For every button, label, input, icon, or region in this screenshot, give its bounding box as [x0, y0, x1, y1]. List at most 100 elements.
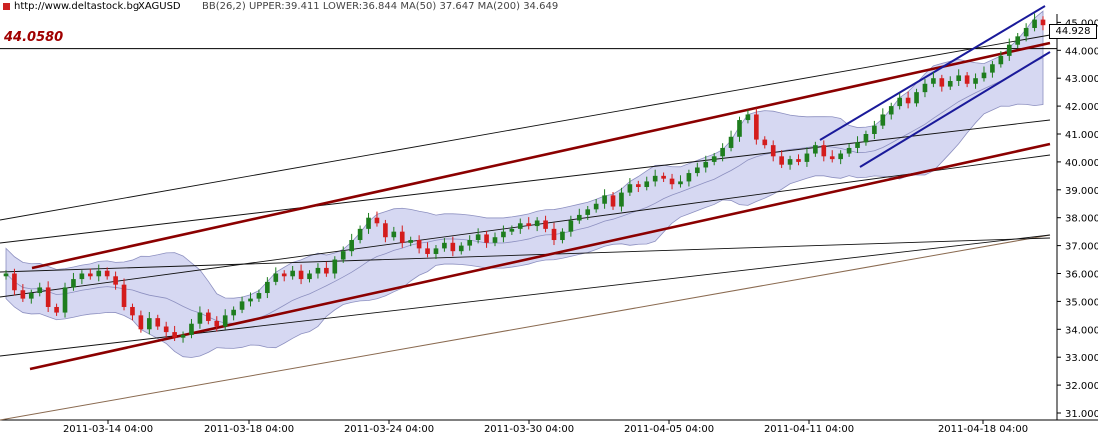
candle-body — [450, 242, 456, 252]
candle-body — [914, 92, 919, 104]
trend-line — [0, 237, 1051, 273]
trend-line — [0, 119, 1051, 244]
candle-body — [62, 287, 68, 313]
candle-body — [45, 287, 51, 307]
candle-body — [340, 251, 346, 260]
candle-body — [728, 136, 734, 148]
candle-body — [180, 334, 186, 338]
candle-body — [534, 220, 540, 227]
candle-body — [28, 293, 34, 299]
candle-body — [568, 220, 574, 232]
candle-body — [593, 203, 599, 210]
candle-body — [96, 270, 102, 277]
x-tick-label: 2011-04-05 04:00 — [624, 424, 714, 434]
bollinger-band — [5, 10, 1044, 358]
y-tick-label: 42.000 — [1065, 102, 1098, 113]
candle-body — [779, 156, 784, 165]
candle-body — [391, 231, 397, 238]
candle-body — [652, 175, 658, 182]
candle-body — [113, 276, 118, 285]
candle-body — [990, 64, 995, 73]
x-tick-label: 2011-04-11 04:00 — [764, 424, 854, 434]
candle-body — [492, 237, 498, 243]
y-tick-label: 41.000 — [1065, 130, 1098, 141]
y-tick-label: 43.000 — [1065, 74, 1098, 85]
candle-body — [12, 273, 17, 291]
y-tick-label: 32.000 — [1065, 381, 1098, 392]
candle-body — [796, 159, 801, 162]
candle-body — [863, 134, 869, 143]
y-tick-label: 40.000 — [1065, 158, 1098, 169]
candle-body — [37, 287, 43, 294]
bollinger-middle — [5, 57, 1044, 324]
candle-body — [644, 181, 650, 188]
y-tick-label: 37.000 — [1065, 242, 1098, 253]
candle-body — [155, 318, 161, 327]
candle-body — [964, 75, 970, 84]
candle-body — [585, 209, 591, 215]
candle-body — [855, 142, 860, 148]
candle-body — [880, 114, 886, 126]
candle-body — [239, 301, 245, 310]
candle-body — [669, 178, 675, 185]
candle-body — [737, 120, 742, 137]
candle-body — [357, 228, 363, 241]
candle-body — [602, 195, 607, 204]
candle-body — [1015, 36, 1021, 45]
candle-body — [517, 223, 523, 229]
candle-body — [163, 326, 169, 333]
candle-body — [1006, 44, 1012, 56]
candle-body — [703, 161, 709, 168]
candle-body — [315, 267, 321, 274]
square-marker-icon — [3, 3, 10, 10]
candle-body — [787, 159, 793, 165]
candle-body — [121, 284, 127, 307]
candle-body — [998, 55, 1004, 65]
candle-body — [551, 228, 557, 241]
candle-body — [54, 306, 59, 313]
candle-body — [981, 72, 987, 79]
candle-body — [416, 240, 422, 249]
candle-body — [206, 312, 211, 321]
y-tick-label: 36.000 — [1065, 270, 1098, 281]
candle-body — [846, 147, 852, 154]
candle-body — [433, 248, 439, 254]
candle-body — [130, 306, 135, 316]
candle-body — [425, 248, 430, 254]
x-tick-label: 2011-03-30 04:00 — [484, 424, 574, 434]
candle-body — [829, 156, 835, 160]
candle-body — [147, 318, 152, 330]
candle-body — [256, 293, 262, 299]
last-price-badge: 44.928 — [1049, 24, 1097, 39]
trend-line — [0, 154, 1051, 298]
candle-body — [87, 273, 93, 277]
candle-body — [526, 223, 532, 227]
y-tick-label: 38.000 — [1065, 214, 1098, 225]
candle-body — [3, 273, 9, 277]
candle-body — [281, 273, 287, 277]
candle-body — [273, 273, 279, 282]
candle-body — [1023, 27, 1029, 37]
candle-body — [947, 80, 953, 87]
candle-body — [484, 234, 489, 243]
y-tick-label: 33.000 — [1065, 353, 1098, 364]
candle-body — [711, 156, 717, 162]
candle-body — [104, 270, 110, 277]
candle-body — [172, 332, 177, 338]
candle-body — [770, 145, 776, 157]
y-tick-label: 34.000 — [1065, 325, 1098, 336]
candle-body — [501, 231, 506, 238]
x-tick-label: 2011-04-18 04:00 — [938, 424, 1028, 434]
candle-body — [922, 83, 928, 93]
candle-body — [349, 240, 354, 252]
candle-body — [290, 270, 295, 277]
candle-body — [1032, 19, 1037, 28]
candle-body — [307, 273, 312, 280]
candle-body — [905, 97, 911, 104]
candle-body — [475, 234, 481, 241]
candle-body — [509, 228, 515, 232]
candle-body — [838, 153, 843, 160]
candle-body — [138, 315, 144, 330]
